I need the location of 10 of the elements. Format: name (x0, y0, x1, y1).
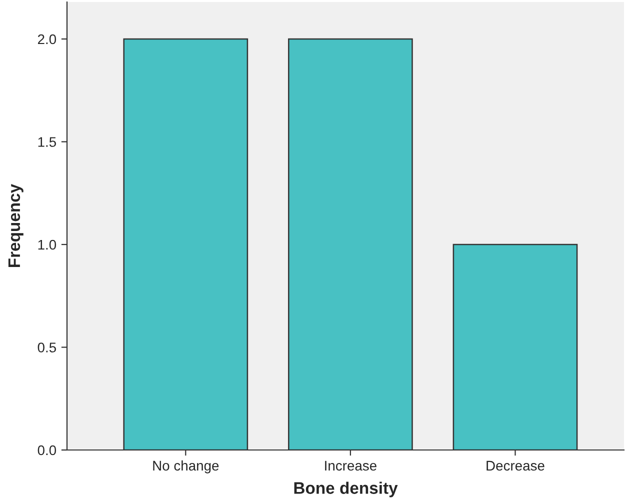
x-tick-label: Decrease (486, 460, 544, 471)
y-tick-label: 0.5 (38, 342, 56, 352)
x-axis-title: Bone density (294, 482, 398, 498)
x-tick-label: Increase (325, 460, 376, 471)
y-tick-label: 2.0 (38, 34, 56, 44)
y-axis-title: Frequency (8, 184, 24, 268)
x-tick-label: No change (153, 460, 219, 474)
y-tick-label: 0.0 (38, 445, 56, 456)
y-tick-label: 1.5 (38, 137, 56, 147)
y-tick-label: 1.0 (38, 240, 56, 250)
